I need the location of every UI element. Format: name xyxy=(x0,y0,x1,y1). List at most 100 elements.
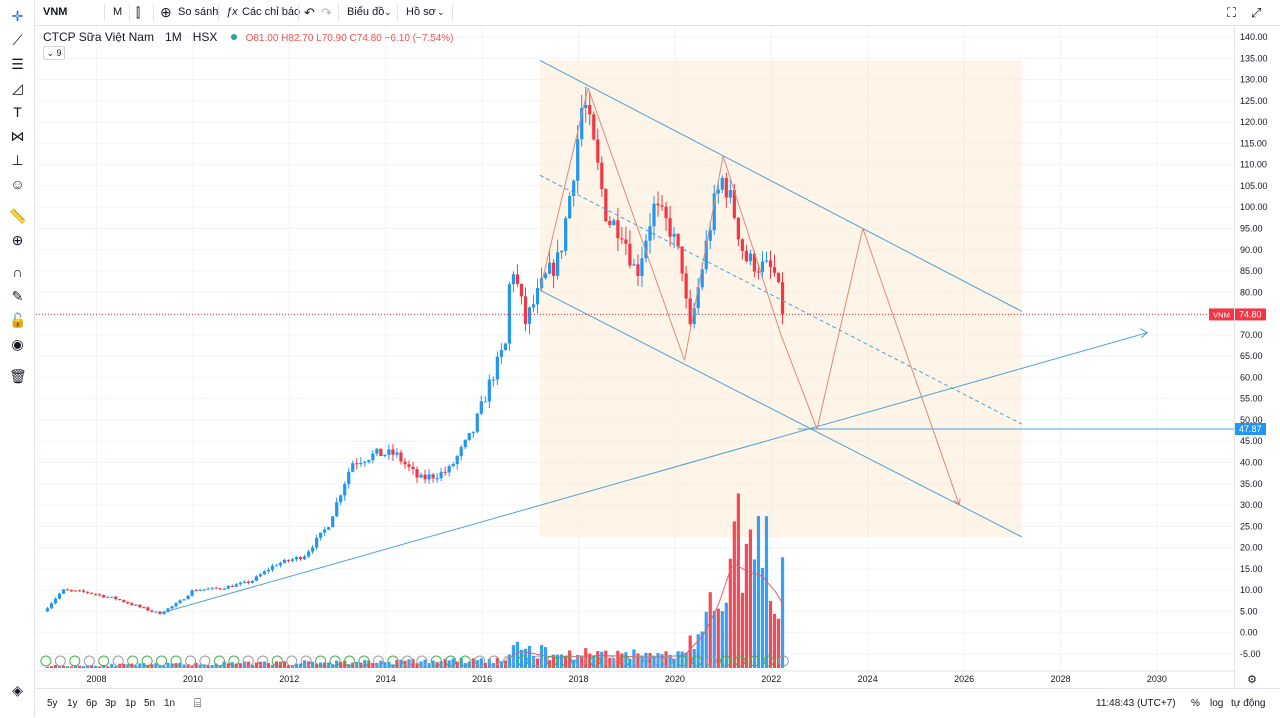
candle-body xyxy=(315,537,319,548)
trend-line-icon[interactable]: ⟋ xyxy=(12,32,23,48)
range-1y[interactable]: 1y xyxy=(67,698,78,709)
candle-body xyxy=(339,495,343,503)
interval-button[interactable]: M xyxy=(113,6,123,18)
chevron-down-icon[interactable]: ⌄ xyxy=(384,7,392,17)
zoom-in-icon[interactable]: ⊕ xyxy=(11,232,24,248)
level-label-bg xyxy=(1235,423,1266,436)
forecast-icon[interactable]: ⊥ xyxy=(11,152,24,168)
volume-bar xyxy=(154,663,158,668)
crosshair-icon[interactable]: ✛ xyxy=(11,8,24,24)
lock-icon[interactable]: 🔓 xyxy=(9,312,27,328)
ruler-icon[interactable]: 📏 xyxy=(9,208,27,224)
volume-bar xyxy=(668,654,672,668)
signal-marker xyxy=(401,655,413,667)
text-tool-icon[interactable]: T xyxy=(13,104,22,120)
y-tick-label: 140.00 xyxy=(1240,32,1268,42)
xabcd-pattern-icon[interactable]: ⋈ xyxy=(10,128,25,144)
volume-bar xyxy=(640,655,644,668)
goto-date-icon[interactable]: ⌸ xyxy=(194,696,202,710)
clock[interactable]: 11:48:43 (UTC+7) xyxy=(1096,698,1176,709)
volume-bar xyxy=(768,600,773,668)
candle-body xyxy=(403,461,407,465)
emoji-icon[interactable]: ☺ xyxy=(10,176,25,192)
y-tick-label: 110.00 xyxy=(1240,160,1267,170)
volume-bar xyxy=(471,658,475,668)
candle-body xyxy=(53,598,58,604)
candle-body xyxy=(692,308,696,324)
candle-body xyxy=(246,581,250,583)
candle-body xyxy=(431,474,435,479)
series-interval: 1M xyxy=(165,30,182,44)
candle-body xyxy=(487,379,491,402)
volume-bar xyxy=(94,665,98,668)
candle-body xyxy=(479,401,483,414)
volume-bar xyxy=(592,655,596,668)
screenshot-icon[interactable]: ⤢ xyxy=(1251,5,1262,20)
candle-body xyxy=(740,239,744,251)
candle-body xyxy=(298,557,303,560)
volume-bar xyxy=(523,648,528,668)
signal-marker xyxy=(170,655,182,667)
candle-body xyxy=(114,596,118,600)
candle-body xyxy=(45,608,50,612)
volume-bar xyxy=(262,661,266,668)
indicators-fx-icon[interactable]: ƒx xyxy=(226,6,238,18)
log-toggle[interactable]: log xyxy=(1210,698,1224,709)
range-1n[interactable]: 1n xyxy=(164,698,176,709)
candle-body xyxy=(443,471,447,473)
redo-icon[interactable]: ↷ xyxy=(321,5,332,20)
undo-icon[interactable]: ↶ xyxy=(304,5,315,20)
chevron-down-icon[interactable]: ⌄ xyxy=(437,7,445,17)
trash-icon[interactable]: 🗑 xyxy=(9,368,27,384)
candle-body xyxy=(515,274,520,284)
indicators-button[interactable]: Các chỉ báo xyxy=(242,6,301,18)
y-tick-label: 70.00 xyxy=(1240,330,1263,340)
signal-marker xyxy=(474,655,486,667)
magnet-icon[interactable]: ∩ xyxy=(12,264,23,280)
volume-bar xyxy=(507,654,512,668)
volume-bar xyxy=(760,567,765,668)
y-tick-label: 115.00 xyxy=(1240,138,1267,148)
profile-button[interactable]: Hồ sơ xyxy=(406,6,436,18)
percent-toggle[interactable]: % xyxy=(1191,698,1200,709)
signal-marker xyxy=(127,655,139,667)
volume-bar xyxy=(443,658,447,668)
range-6p[interactable]: 6p xyxy=(86,698,98,709)
indicators-collapse-button[interactable]: ⌄ 9 xyxy=(43,46,65,60)
candle-body xyxy=(535,288,540,305)
candle-body xyxy=(286,559,291,561)
candle-body xyxy=(656,203,660,206)
volume-bar xyxy=(696,634,700,668)
auto-scale-toggle[interactable]: tự động xyxy=(1231,698,1266,709)
candle-body xyxy=(411,466,415,470)
range-3p[interactable]: 3p xyxy=(105,698,117,709)
fullscreen-icon[interactable]: ⛶ xyxy=(1227,5,1237,20)
range-1p[interactable]: 1p xyxy=(125,698,137,709)
volume-bar xyxy=(447,660,451,668)
pattern-icon[interactable]: ◿ xyxy=(12,80,23,96)
fib-retracement-icon[interactable]: ☰ xyxy=(11,56,24,72)
candle-style-icon[interactable]: ⫿ xyxy=(136,5,141,20)
range-5y[interactable]: 5y xyxy=(47,698,58,709)
candle-body xyxy=(226,586,230,589)
y-tick-label: 60.00 xyxy=(1240,372,1263,382)
chart-type-button[interactable]: Biểu đồ xyxy=(347,6,385,18)
volume-bar xyxy=(246,661,250,668)
volume-bar xyxy=(467,661,471,668)
candle-body xyxy=(451,464,455,467)
candle-body xyxy=(126,602,130,604)
candle-body xyxy=(547,262,552,274)
compare-button[interactable]: So sánh xyxy=(178,6,219,18)
hide-drawings-icon[interactable]: ◉ xyxy=(11,336,24,352)
compare-plus-icon[interactable]: ⊕ xyxy=(160,4,172,20)
volume-bar xyxy=(580,655,584,668)
volume-bar xyxy=(194,662,198,668)
candle-body xyxy=(720,177,724,190)
range-5n[interactable]: 5n xyxy=(144,698,156,709)
object-tree-icon[interactable]: ◈ xyxy=(12,682,23,698)
candle-body xyxy=(294,557,299,560)
volume-bar xyxy=(479,658,483,668)
stay-drawing-icon[interactable]: ✎ xyxy=(11,288,24,304)
symbol-search[interactable]: VNM xyxy=(43,6,68,18)
